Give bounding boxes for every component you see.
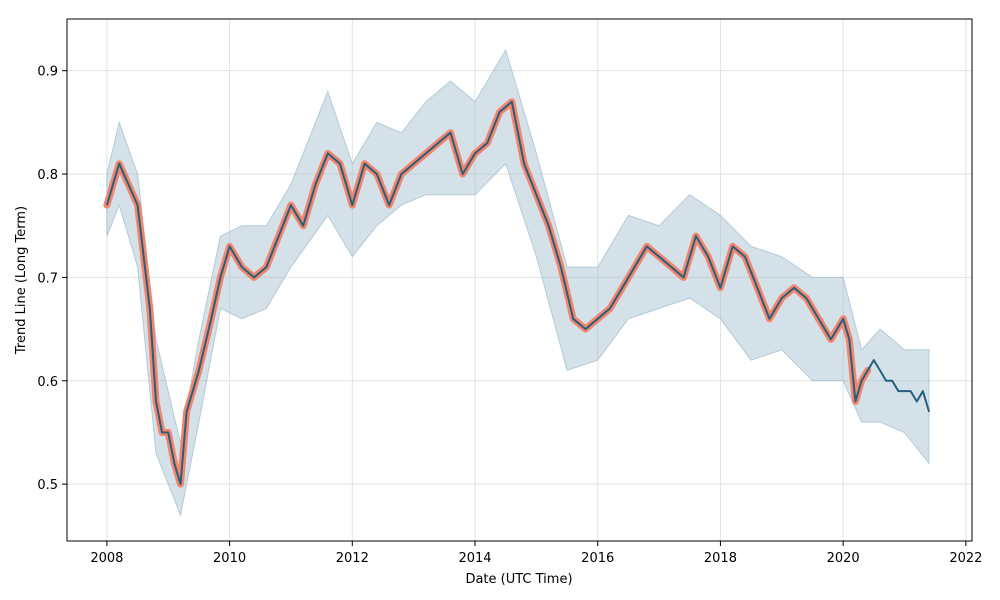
trend-line — [105, 100, 931, 486]
x-axis-ticks: 2008 2010 2012 2014 2016 2018 2020 2022 — [90, 541, 982, 566]
y-tick-label: 0.6 — [37, 375, 58, 390]
x-tick-label: 2014 — [458, 551, 491, 566]
y-axis-ticks: 0.5 0.6 0.7 0.8 0.9 — [37, 65, 67, 493]
x-tick-label: 2016 — [581, 551, 614, 566]
y-axis-label: Trend Line (Long Term) — [14, 206, 29, 355]
y-tick-label: 0.7 — [37, 271, 58, 286]
x-tick-label: 2012 — [336, 551, 369, 566]
x-tick-label: 2018 — [704, 551, 737, 566]
x-axis-label: Date (UTC Time) — [465, 572, 572, 587]
x-tick-label: 2008 — [90, 551, 123, 566]
x-tick-label: 2020 — [827, 551, 860, 566]
x-tick-label: 2022 — [949, 551, 982, 566]
y-tick-label: 0.9 — [37, 65, 58, 80]
y-tick-label: 0.8 — [37, 168, 58, 183]
y-tick-label: 0.5 — [37, 478, 58, 493]
x-tick-label: 2010 — [213, 551, 246, 566]
confidence-band — [106, 48, 930, 517]
plot-frame — [66, 18, 973, 542]
